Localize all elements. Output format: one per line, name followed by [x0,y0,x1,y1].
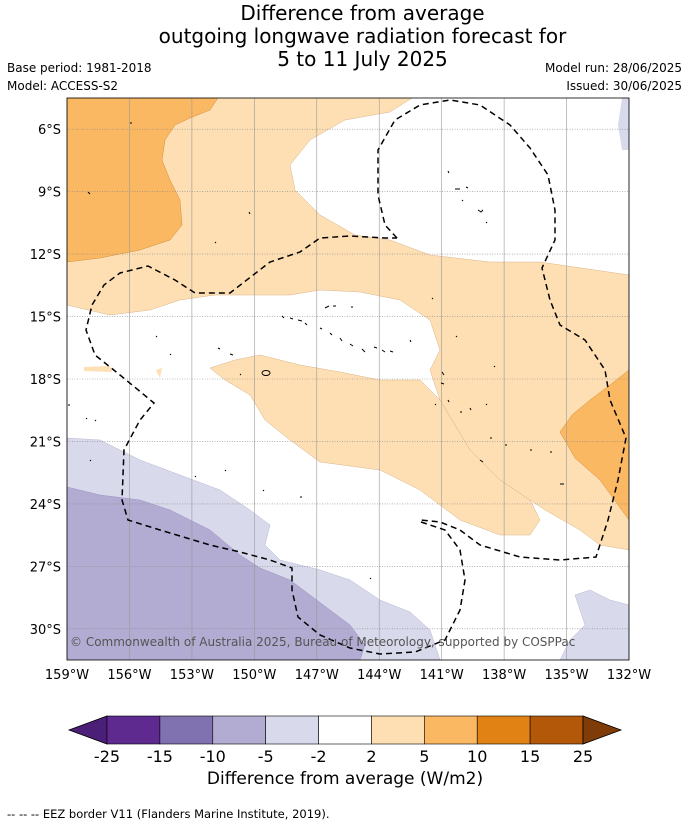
lon-tick-label: 159°W [45,668,89,683]
lon-tick-label: 153°W [170,668,214,683]
anomaly-region-5to10-northwest [67,98,219,263]
lat-tick-label: 9°S [38,186,61,201]
lon-tick-label: 150°W [232,668,276,683]
island-group-austral [68,122,564,580]
lat-tick-label: 24°S [30,498,61,513]
lon-tick-label: 138°W [482,668,526,683]
lon-tick-label: 135°W [544,668,588,683]
model-run: Model run: 28/06/2025 [544,61,682,75]
island-group-marquesas [447,170,488,224]
anomaly-region-minus2to5-northeast [618,98,629,150]
anomaly-region-2to5-west [84,366,112,372]
colorbar-tick-label: -10 [200,747,226,766]
colorbar-tick-label: -25 [94,747,120,766]
islands [68,122,564,580]
lon-tick-label: 144°W [357,668,401,683]
map-copyright: © Commonwealth of Australia 2025, Bureau… [70,635,575,649]
anomaly-region-minus2to5-southeast [559,589,629,660]
title-line-1: Difference from average [240,1,485,25]
map-frame [66,97,630,661]
island-tahiti [261,370,271,376]
colorbar-tick-label: 15 [520,747,540,766]
lon-tick-label: 141°W [420,668,464,683]
colorbar-segment [159,715,214,745]
colorbar-extend-high [582,715,623,745]
colorbar-title: Difference from average (W/m2) [206,769,484,789]
colorbar-segment [318,715,372,745]
eez-border-french-polynesia-south [85,235,466,655]
colorbar-tick-label: -15 [147,747,173,766]
anomaly-region-2to5-central [209,354,541,536]
lat-tick-label: 12°S [30,248,61,263]
longitude-labels: 159°W 156°W 153°W 150°W 147°W 144°W 141°W 138°W… [45,668,651,683]
anomaly-region-2to5-north [67,98,629,551]
lon-tick-label: 147°W [295,668,339,683]
colorbar-segment [529,715,584,745]
anomaly-region-5to10-east [559,369,629,521]
eez-borders [85,99,627,655]
lon-tick-label: 156°W [107,668,151,683]
model-name: Model: ACCESS-S2 [7,79,119,93]
meta-right: Model run: 28/06/2025 Issued: 30/06/2025 [545,59,682,95]
colorbar-segment [371,715,425,745]
colorbar: -25 -15 -10 -5 -2 2 5 10 15 25 [67,715,623,766]
colorbar-tick-label: 10 [467,747,487,766]
lat-tick-label: 18°S [30,373,61,388]
eez-border-cook-islands [377,99,627,561]
title-line-2: outgoing longwave radiation forecast for [158,24,567,48]
colorbar-tick-label: 2 [366,747,376,766]
island-group-tuamotu [217,305,412,356]
colorbar-tick-label: 25 [573,747,593,766]
colorbar-extend-low [67,715,108,745]
lat-tick-label: 6°S [38,123,61,138]
anomaly-region-minus5to10-southwest [67,486,366,660]
colorbar-tick-label: 5 [419,747,429,766]
lat-tick-label: 15°S [30,311,61,326]
base-period: Base period: 1981-2018 [7,61,152,75]
lat-tick-label: 30°S [30,623,61,638]
issued-date: Issued: 30/06/2025 [566,79,682,93]
meta-left: Base period: 1981-2018 Model: ACCESS-S2 [7,59,152,95]
lon-tick-label: 132°W [607,668,651,683]
chart-title: Difference from average outgoing longwav… [0,2,690,71]
anomaly-region-2to5-speck [156,368,162,378]
colorbar-segment [265,715,319,745]
title-line-3: 5 to 11 July 2025 [277,47,448,71]
lat-tick-label: 27°S [30,560,61,575]
colorbar-segment [106,715,161,745]
colorbar-tick-label: -2 [311,747,327,766]
colorbar-tick-label: -5 [258,747,274,766]
colorbar-segment [424,715,478,745]
colorbar-segment [476,715,531,745]
lat-tick-label: 21°S [30,435,61,450]
colorbar-segment [212,715,266,745]
eez-legend-footnote: -- -- -- EEZ border V11 (Flanders Marine… [7,807,330,821]
latitude-labels: 6°S 9°S 12°S 15°S 18°S 21°S 24°S 27°S 30°S [30,123,61,638]
